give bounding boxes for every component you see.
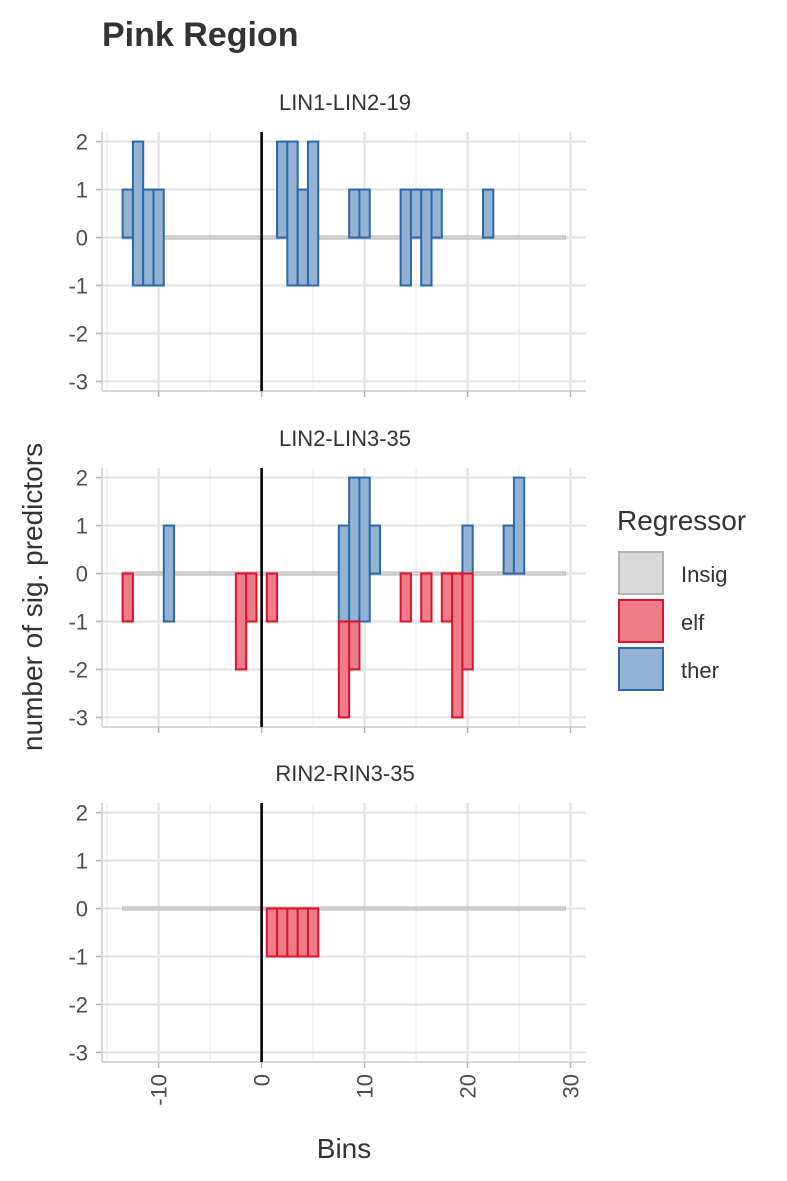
y-tick-label: -1: [68, 609, 88, 634]
elf-bar: [265, 907, 279, 958]
elf-bar: [276, 907, 289, 958]
legend-label-ther: ther: [681, 658, 719, 683]
chart-panels: LIN1-LIN2-19210-1-2-3LIN2-LIN3-35210-1-2…: [68, 90, 586, 1106]
insig-bar: [122, 906, 566, 911]
legend-key-elf: [618, 599, 664, 643]
elf-bar: [245, 572, 258, 623]
panel-2: LIN2-LIN3-35 2 1 0 -1 -2 -3: [68, 426, 586, 733]
ther-bar: [142, 188, 155, 287]
ther-bar: [296, 188, 309, 287]
panel-strip-label: RIN2-RIN3-35: [275, 761, 414, 786]
legend-label-elf: elf: [681, 610, 705, 635]
y-tick-label: 1: [76, 514, 88, 539]
ther-bar: [358, 188, 371, 239]
ther-bar: [286, 140, 299, 287]
legend-key-Insig: [618, 551, 664, 595]
x-axis-title: Bins: [317, 1133, 371, 1164]
x-tick-label: 30: [559, 1074, 584, 1098]
ther-bar: [399, 188, 412, 287]
panel-strip-label: LIN2-LIN3-35: [279, 426, 411, 451]
elf-bar: [440, 572, 454, 623]
y-tick-label: -1: [68, 944, 88, 969]
x-tick-label: 20: [456, 1074, 481, 1098]
y-tick-label: -2: [68, 657, 88, 682]
elf-bar: [461, 572, 474, 671]
y-tick-label: -3: [68, 705, 88, 730]
x-tick-label: 0: [250, 1074, 275, 1086]
ther-bar: [162, 524, 176, 623]
elf-bar: [348, 620, 361, 671]
panel-1: LIN1-LIN2-19 2 1 0 -1 -2 -3: [68, 90, 586, 397]
legend: Regressor Insig elf ther: [617, 505, 746, 691]
insig-bar: [122, 235, 566, 240]
elf-bar: [306, 907, 320, 958]
elf-bar: [399, 572, 412, 623]
elf-bar: [121, 572, 134, 623]
ther-bar: [461, 524, 474, 575]
x-tick-label: -10: [147, 1074, 172, 1106]
legend-label-Insig: Insig: [681, 562, 727, 587]
ther-bar: [131, 140, 145, 287]
y-tick-label: 2: [76, 130, 88, 155]
y-tick-label: 2: [76, 466, 88, 491]
ther-bar: [348, 476, 361, 623]
ther-bar: [348, 188, 361, 239]
elf-bar: [286, 907, 299, 958]
x-tick-label: 10: [353, 1074, 378, 1098]
y-tick-label: -3: [68, 369, 88, 394]
elf-bar: [420, 572, 433, 623]
elf-bar: [265, 572, 279, 623]
ther-bar: [306, 140, 320, 287]
y-tick-label: -2: [68, 992, 88, 1017]
y-tick-label: 0: [76, 897, 88, 922]
ther-bar: [152, 188, 165, 287]
ther-bar: [368, 524, 382, 575]
ther-bar: [409, 188, 423, 239]
y-tick-label: -3: [68, 1040, 88, 1065]
y-axis-title: number of sig. predictors: [17, 443, 48, 751]
ther-bar: [276, 140, 289, 239]
ther-bar: [482, 188, 495, 239]
elf-bar: [451, 572, 464, 719]
ther-bar: [512, 476, 526, 575]
panel-strip-label: LIN1-LIN2-19: [279, 90, 411, 115]
ther-bar: [420, 188, 433, 287]
y-tick-label: 0: [76, 562, 88, 587]
legend-key-ther: [618, 647, 664, 691]
ther-bar: [430, 188, 443, 239]
y-tick-label: -1: [68, 273, 88, 298]
chart-title: Pink Region: [102, 16, 298, 54]
y-tick-label: 2: [76, 801, 88, 826]
elf-bar: [296, 907, 309, 958]
elf-bar: [234, 572, 248, 671]
ther-bar: [358, 476, 371, 623]
y-tick-label: 1: [76, 178, 88, 203]
ther-bar: [502, 524, 515, 575]
y-tick-label: 0: [76, 226, 88, 251]
legend-title: Regressor: [617, 505, 746, 536]
y-tick-label: 1: [76, 849, 88, 874]
y-tick-label: -2: [68, 321, 88, 346]
ther-bar: [337, 524, 351, 623]
elf-bar: [337, 620, 351, 719]
panel-3: RIN2-RIN3-35 2 1 0 -1 -2 -3: [68, 761, 586, 1068]
ther-bar: [121, 188, 134, 239]
